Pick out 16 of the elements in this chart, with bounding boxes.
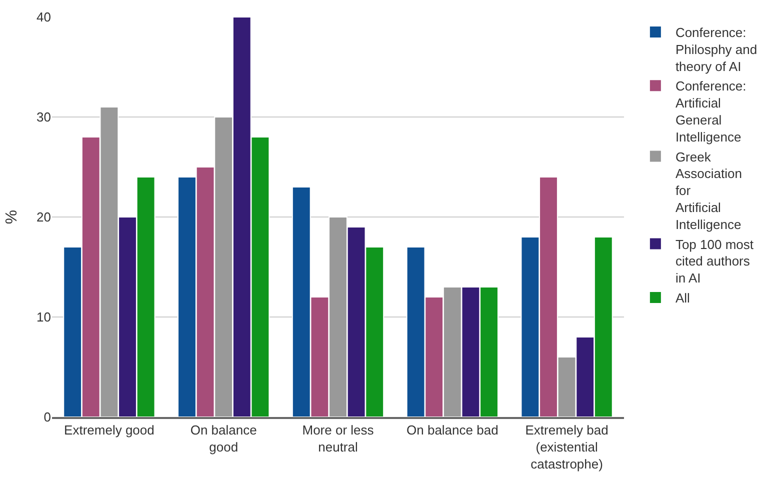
y-tick-label: 20: [36, 210, 51, 225]
x-tick-label: More or less neutral: [302, 422, 374, 454]
y-tick-label: 10: [36, 310, 51, 325]
legend-label: Conference: Artificial General Intelligence: [675, 78, 746, 144]
legend-label: Top 100 most cited authors in AI: [675, 236, 754, 286]
x-tick-label: Extremely good: [64, 422, 154, 438]
y-tick-label: 0: [44, 410, 51, 425]
y-tick-label: 30: [36, 110, 51, 125]
legend-label: Greek Association for Artificial Intelligence: [675, 149, 742, 232]
x-tick-label: On balance bad: [406, 422, 498, 438]
y-tick-label: 40: [36, 10, 51, 25]
legend-label: All: [675, 290, 690, 306]
x-tick-label: On balance good: [190, 422, 257, 454]
x-tick-label: Extremely bad (existential catastrophe): [525, 422, 608, 472]
legend-label: Conference: Philosphy and theory of AI: [675, 25, 758, 74]
y-axis-title: %: [3, 210, 20, 224]
